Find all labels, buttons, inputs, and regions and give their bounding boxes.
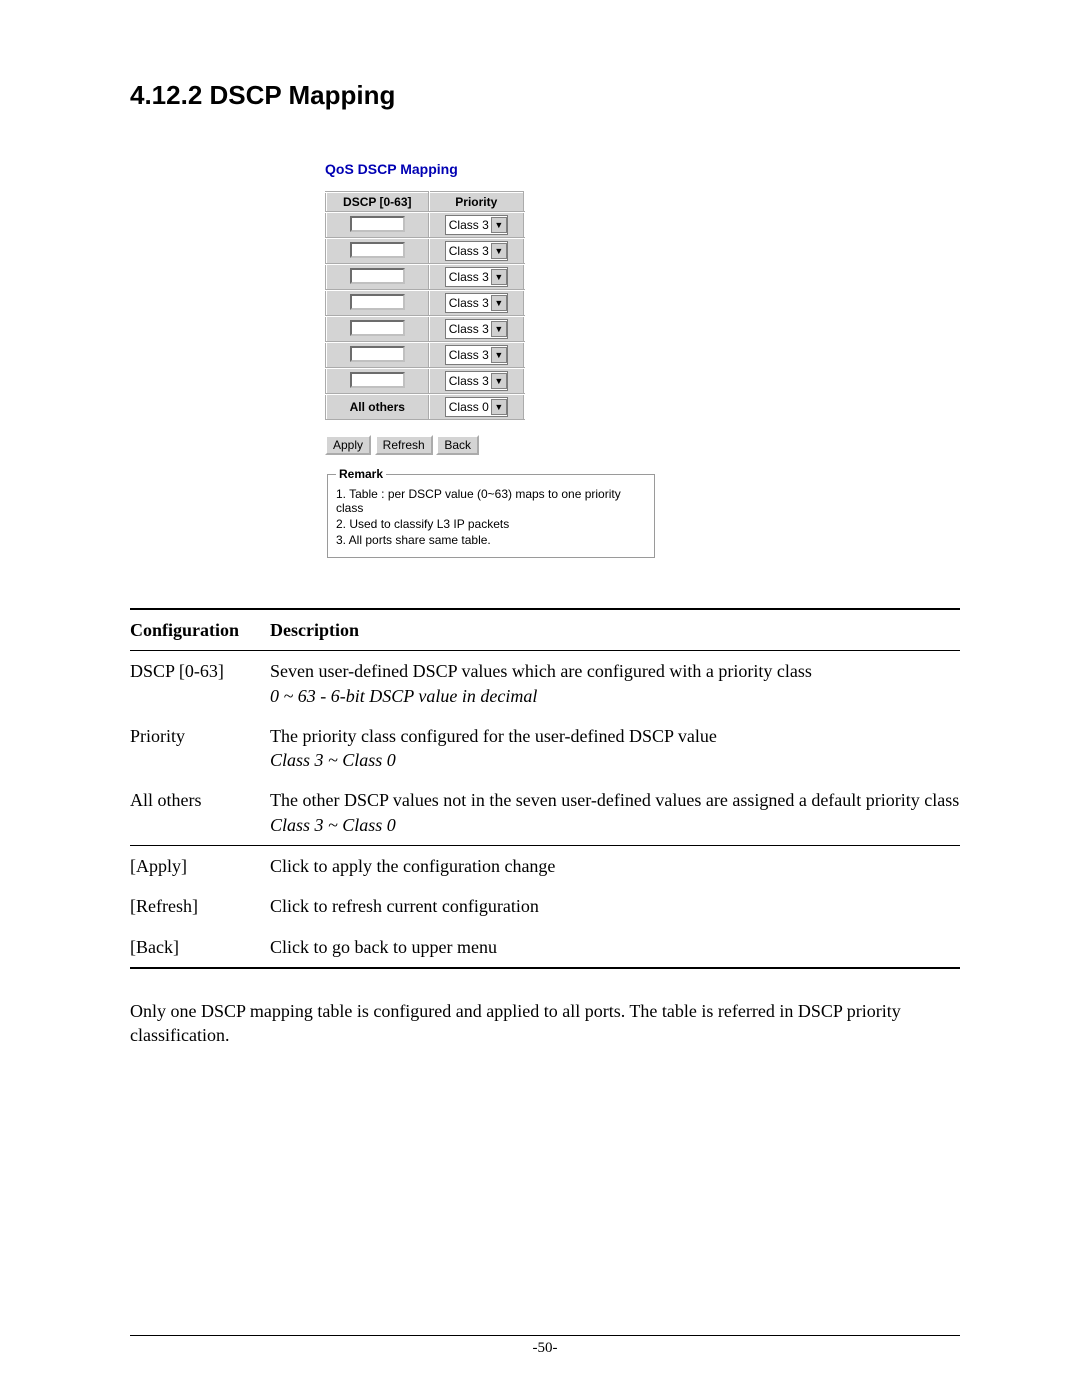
doc-desc-text: The priority class configured for the us… (270, 726, 717, 746)
section-title: 4.12.2 DSCP Mapping (130, 80, 960, 111)
table-row-all-others: All others Class 0▼ (326, 394, 524, 420)
doc-desc-text: The other DSCP values not in the seven u… (270, 790, 959, 810)
doc-desc-italic: 0 ~ 63 - 6-bit DSCP value in decimal (270, 686, 537, 706)
table-row: Class 3▼ (326, 368, 524, 394)
doc-config-desc: Seven user-defined DSCP values which are… (270, 659, 960, 708)
priority-value: Class 3 (449, 322, 489, 336)
priority-select[interactable]: Class 3▼ (445, 293, 508, 313)
doc-header-config: Configuration (130, 618, 270, 642)
priority-value: Class 3 (449, 296, 489, 310)
back-button[interactable]: Back (436, 435, 479, 455)
priority-value: Class 0 (449, 400, 489, 414)
dscp-input[interactable] (350, 320, 405, 336)
doc-desc-italic: Class 3 ~ Class 0 (270, 750, 396, 770)
dscp-mapping-table: DSCP [0-63] Priority Class 3▼ Class 3▼ C… (325, 191, 525, 421)
doc-row: [Apply] Click to apply the configuration… (130, 846, 960, 886)
chevron-down-icon: ▼ (491, 295, 507, 311)
priority-select[interactable]: Class 3▼ (445, 319, 508, 339)
doc-config-name: DSCP [0-63] (130, 659, 270, 708)
remark-line: 3. All ports share same table. (336, 533, 646, 547)
priority-value: Class 3 (449, 374, 489, 388)
remark-line: 1. Table : per DSCP value (0~63) maps to… (336, 487, 646, 515)
doc-row: All others The other DSCP values not in … (130, 780, 960, 845)
remark-box: Remark 1. Table : per DSCP value (0~63) … (327, 467, 655, 558)
table-header-priority: Priority (429, 192, 524, 212)
chevron-down-icon: ▼ (491, 373, 507, 389)
priority-value: Class 3 (449, 244, 489, 258)
chevron-down-icon: ▼ (491, 243, 507, 259)
dscp-input[interactable] (350, 216, 405, 232)
doc-config-desc: The other DSCP values not in the seven u… (270, 788, 960, 837)
table-row: Class 3▼ (326, 342, 524, 368)
paragraph: Only one DSCP mapping table is configure… (130, 999, 960, 1048)
table-row: Class 3▼ (326, 238, 524, 264)
remark-legend: Remark (336, 467, 386, 481)
table-row: Class 3▼ (326, 316, 524, 342)
table-row: Class 3▼ (326, 212, 524, 238)
doc-row: [Back] Click to go back to upper menu (130, 927, 960, 967)
chevron-down-icon: ▼ (491, 321, 507, 337)
dscp-input[interactable] (350, 268, 405, 284)
priority-select[interactable]: Class 0▼ (445, 397, 508, 417)
dscp-input[interactable] (350, 242, 405, 258)
priority-select[interactable]: Class 3▼ (445, 267, 508, 287)
table-header-dscp: DSCP [0-63] (326, 192, 429, 212)
doc-desc-text: Seven user-defined DSCP values which are… (270, 661, 812, 681)
priority-select[interactable]: Class 3▼ (445, 345, 508, 365)
doc-config-desc: Click to apply the configuration change (270, 854, 960, 878)
doc-config-name: [Back] (130, 935, 270, 959)
priority-value: Class 3 (449, 218, 489, 232)
all-others-label: All others (350, 400, 405, 414)
doc-row: [Refresh] Click to refresh current confi… (130, 886, 960, 926)
table-row: Class 3▼ (326, 264, 524, 290)
refresh-button[interactable]: Refresh (375, 435, 433, 455)
chevron-down-icon: ▼ (491, 217, 507, 233)
priority-select[interactable]: Class 3▼ (445, 241, 508, 261)
doc-header-row: Configuration Description (130, 610, 960, 650)
doc-config-name: [Apply] (130, 854, 270, 878)
priority-value: Class 3 (449, 270, 489, 284)
button-row: Apply Refresh Back (325, 435, 795, 455)
embed-title: QoS DSCP Mapping (325, 161, 795, 177)
page-footer: -50- (130, 1335, 960, 1357)
doc-desc-italic: Class 3 ~ Class 0 (270, 815, 396, 835)
page-number: -50- (533, 1340, 558, 1356)
chevron-down-icon: ▼ (491, 399, 507, 415)
doc-config-name: All others (130, 788, 270, 837)
dscp-input[interactable] (350, 346, 405, 362)
doc-config-name: [Refresh] (130, 894, 270, 918)
table-row: Class 3▼ (326, 290, 524, 316)
chevron-down-icon: ▼ (491, 347, 507, 363)
doc-config-name: Priority (130, 724, 270, 773)
remark-line: 2. Used to classify L3 IP packets (336, 517, 646, 531)
embedded-screenshot: QoS DSCP Mapping DSCP [0-63] Priority Cl… (325, 161, 795, 558)
doc-config-desc: Click to go back to upper menu (270, 935, 960, 959)
doc-config-desc: Click to refresh current configuration (270, 894, 960, 918)
divider (130, 967, 960, 969)
doc-header-desc: Description (270, 618, 960, 642)
doc-row: DSCP [0-63] Seven user-defined DSCP valu… (130, 651, 960, 716)
doc-config-desc: The priority class configured for the us… (270, 724, 960, 773)
apply-button[interactable]: Apply (325, 435, 371, 455)
documentation-table: Configuration Description DSCP [0-63] Se… (130, 608, 960, 969)
doc-row: Priority The priority class configured f… (130, 716, 960, 781)
priority-select[interactable]: Class 3▼ (445, 215, 508, 235)
priority-value: Class 3 (449, 348, 489, 362)
chevron-down-icon: ▼ (491, 269, 507, 285)
dscp-input[interactable] (350, 372, 405, 388)
priority-select[interactable]: Class 3▼ (445, 371, 508, 391)
dscp-input[interactable] (350, 294, 405, 310)
